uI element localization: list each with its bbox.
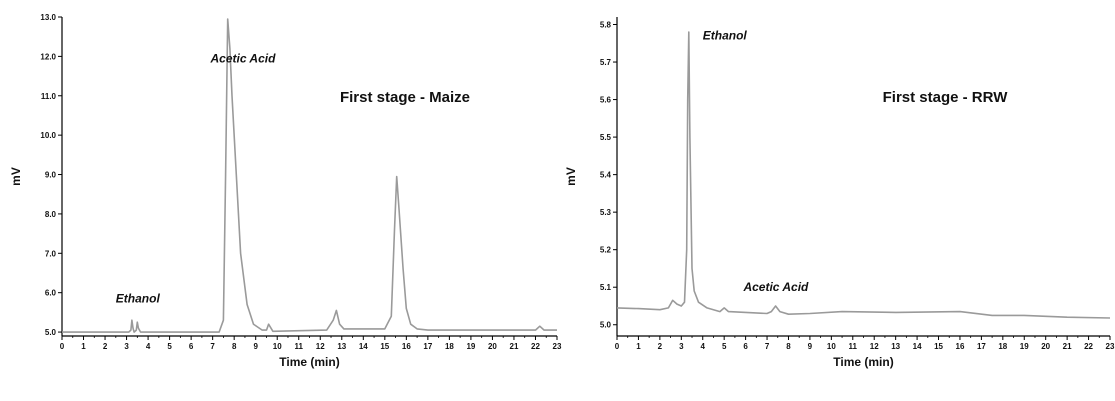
x-tick-label: 3 xyxy=(124,342,129,351)
y-tick-label: 5.1 xyxy=(600,283,612,292)
x-tick-label: 13 xyxy=(891,342,900,351)
peak-label: Ethanol xyxy=(116,292,161,306)
y-tick-label: 7.0 xyxy=(45,249,57,258)
x-tick-label: 22 xyxy=(531,342,540,351)
x-tick-label: 10 xyxy=(273,342,282,351)
peak-label: Acetic Acid xyxy=(742,280,809,294)
x-axis-title: Time (min) xyxy=(279,355,339,369)
y-tick-label: 6.0 xyxy=(45,289,57,298)
x-tick-label: 23 xyxy=(553,342,562,351)
y-tick-label: 5.6 xyxy=(600,96,612,105)
x-tick-label: 12 xyxy=(316,342,325,351)
x-tick-label: 6 xyxy=(189,342,194,351)
x-tick-label: 6 xyxy=(743,342,748,351)
x-tick-label: 20 xyxy=(1041,342,1050,351)
y-axis-title: mV xyxy=(564,167,578,186)
x-tick-label: 12 xyxy=(870,342,879,351)
x-tick-label: 17 xyxy=(977,342,986,351)
x-tick-label: 1 xyxy=(81,342,86,351)
x-tick-label: 4 xyxy=(701,342,706,351)
y-tick-label: 10.0 xyxy=(40,131,56,140)
x-tick-label: 14 xyxy=(359,342,368,351)
x-tick-label: 20 xyxy=(488,342,497,351)
x-tick-label: 5 xyxy=(722,342,727,351)
y-tick-label: 5.7 xyxy=(600,58,612,67)
x-tick-label: 8 xyxy=(786,342,791,351)
x-tick-label: 18 xyxy=(998,342,1007,351)
x-tick-label: 17 xyxy=(423,342,432,351)
x-tick-label: 3 xyxy=(679,342,684,351)
x-tick-label: 11 xyxy=(849,342,858,351)
rrw-chromatogram-panel: 5.05.15.25.35.45.55.65.75.80 1 2 3 4 5 6 7 8 9 10 1… xyxy=(564,17,1115,369)
x-tick-label: 11 xyxy=(295,342,304,351)
x-tick-label: 8 xyxy=(232,342,237,351)
y-tick-label: 13.0 xyxy=(40,13,56,22)
y-tick-label: 5.5 xyxy=(600,133,612,142)
x-tick-label: 1 xyxy=(636,342,641,351)
chromatogram-line-rrw xyxy=(616,31,1111,319)
x-tick-label: 5 xyxy=(167,342,172,351)
y-tick-label: 11.0 xyxy=(41,92,57,101)
x-axis-title: Time (min) xyxy=(833,355,893,369)
chart-title: First stage - Maize xyxy=(340,89,470,106)
x-tick-label: 0 xyxy=(60,342,65,351)
peak-label: Ethanol xyxy=(703,29,748,43)
x-tick-label: 19 xyxy=(1020,342,1029,351)
x-tick-label: 7 xyxy=(210,342,215,351)
x-tick-label: 16 xyxy=(402,342,411,351)
x-tick-label: 2 xyxy=(103,342,108,351)
x-tick-label: 9 xyxy=(253,342,258,351)
peak-label: Acetic Acid xyxy=(210,51,277,65)
chart-title: First stage - RRW xyxy=(883,89,1009,106)
y-axis-title: mV xyxy=(9,167,23,186)
x-tick-label: 16 xyxy=(956,342,965,351)
x-tick-label: 2 xyxy=(658,342,663,351)
x-tick-label: 21 xyxy=(510,342,519,351)
x-tick-label: 15 xyxy=(934,342,943,351)
x-tick-label: 19 xyxy=(466,342,475,351)
x-tick-label: 7 xyxy=(765,342,770,351)
x-tick-label: 21 xyxy=(1063,342,1072,351)
x-tick-label: 23 xyxy=(1106,342,1115,351)
y-tick-label: 8.0 xyxy=(45,210,57,219)
maize-chromatogram-panel: 5.06.07.08.09.010.011.012.013.00 1 2 3 4 5 6 7 8… xyxy=(9,13,562,369)
x-tick-label: 4 xyxy=(146,342,151,351)
y-tick-label: 5.0 xyxy=(600,321,612,330)
x-tick-label: 10 xyxy=(827,342,836,351)
y-tick-label: 12.0 xyxy=(40,52,56,61)
x-tick-label: 0 xyxy=(615,342,620,351)
x-tick-label: 15 xyxy=(380,342,389,351)
x-tick-label: 18 xyxy=(445,342,454,351)
x-tick-label: 22 xyxy=(1084,342,1093,351)
chromatogram-line-maize xyxy=(62,18,557,333)
x-tick-label: 9 xyxy=(808,342,813,351)
y-tick-label: 5.3 xyxy=(600,208,612,217)
x-tick-label: 14 xyxy=(913,342,922,351)
y-tick-label: 9.0 xyxy=(45,171,57,180)
y-tick-label: 5.8 xyxy=(600,21,612,30)
y-tick-label: 5.0 xyxy=(45,328,57,337)
x-tick-label: 13 xyxy=(337,342,346,351)
y-tick-label: 5.4 xyxy=(600,171,612,180)
y-tick-label: 5.2 xyxy=(600,246,612,255)
